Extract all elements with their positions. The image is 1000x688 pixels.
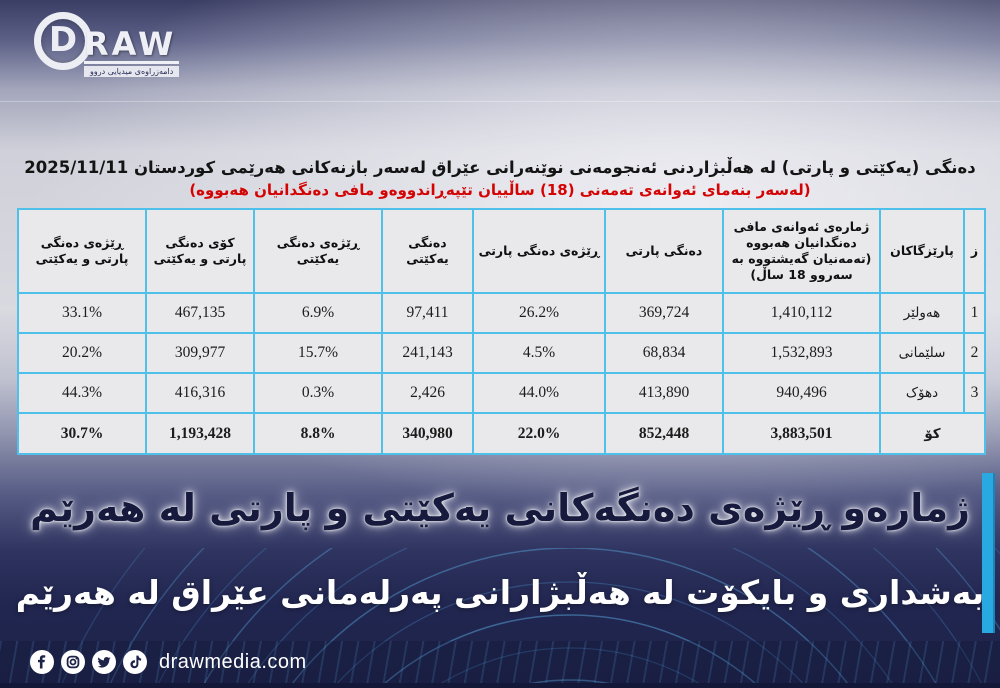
table-cell: 467,135	[145, 292, 255, 334]
banner-headline: ژمارەو ڕێژەی دەنگەکانی یەکێتی و پارتی لە…	[30, 486, 970, 530]
table-cell: 1	[963, 292, 986, 334]
table-cell: 33.1%	[17, 292, 147, 334]
tiktok-icon[interactable]	[123, 650, 147, 674]
title-block: دەنگی (یەکێتی و پارتی) لە هەڵبژاردنی ئەن…	[0, 158, 1000, 199]
table-cell: 2,426	[381, 372, 474, 414]
table-row: 3 دهۆک 940,496 413,890 44.0% 2,426 0.3% …	[17, 372, 986, 414]
logo-circle-icon: D	[34, 12, 92, 70]
page-subtitle: (لەسەر بنەمای ئەوانەی تەمەنی (18) ساڵییا…	[189, 181, 811, 199]
logo-wordmark: RAW دامەزراوەی میدیایی دروو	[84, 28, 180, 77]
column-header: دەنگی یەکێتی	[381, 208, 474, 294]
table-cell: 26.2%	[472, 292, 606, 334]
table-cell: 940,496	[722, 372, 881, 414]
table-cell: 309,977	[145, 332, 255, 374]
column-header: دەنگی پارتی	[604, 208, 724, 294]
votes-table: ز پارێزگاکان ژمارەی ئەوانەی مافی دەنگدان…	[17, 208, 986, 455]
background-hairline	[0, 101, 1000, 102]
table-cell: 44.0%	[472, 372, 606, 414]
table-cell: 241,143	[381, 332, 474, 374]
table-cell: سلێمانی	[879, 332, 965, 374]
column-header: کۆی دەنگی پارتی و یەکێتی	[145, 208, 255, 294]
table-cell: 3,883,501	[722, 412, 881, 455]
table-cell: 0.3%	[253, 372, 383, 414]
social-icons	[30, 650, 147, 674]
table-total-row: کۆ 3,883,501 852,448 22.0% 340,980 8.8% …	[17, 412, 986, 455]
table-cell: 1,532,893	[722, 332, 881, 374]
table-header-row: ز پارێزگاکان ژمارەی ئەوانەی مافی دەنگدان…	[17, 208, 986, 294]
logo-d-letter: D	[48, 20, 78, 60]
table-cell: 2	[963, 332, 986, 374]
table-cell: 340,980	[381, 412, 474, 455]
website-link[interactable]: drawmedia.com	[159, 650, 307, 673]
facebook-icon[interactable]	[30, 650, 54, 674]
page-title: دەنگی (یەکێتی و پارتی) لە هەڵبژاردنی ئەن…	[24, 158, 976, 177]
table-cell: 852,448	[604, 412, 724, 455]
table-cell: 68,834	[604, 332, 724, 374]
column-header: ژمارەی ئەوانەی مافی دەنگدانیان هەبووە (ت…	[722, 208, 881, 294]
draw-logo: D RAW دامەزراوەی میدیایی دروو	[34, 12, 180, 77]
table-cell: دهۆک	[879, 372, 965, 414]
table-cell: 15.7%	[253, 332, 383, 374]
bottom-strip	[0, 683, 1000, 688]
table-cell: 1,410,112	[722, 292, 881, 334]
table-cell: 369,724	[604, 292, 724, 334]
table-cell: 97,411	[381, 292, 474, 334]
table-cell: 413,890	[604, 372, 724, 414]
column-header: ڕێژەی دەنگی پارتی و یەکێتی	[17, 208, 147, 294]
table-cell: کۆ	[879, 412, 986, 455]
table-row: 1 هەولێر 1,410,112 369,724 26.2% 97,411 …	[17, 292, 986, 334]
accent-bar	[982, 473, 995, 633]
table-row: 2 سلێمانی 1,532,893 68,834 4.5% 241,143 …	[17, 332, 986, 374]
column-header: ڕێژەی دەنگی یەکێتی	[253, 208, 383, 294]
table-cell: 44.3%	[17, 372, 147, 414]
table-cell: 4.5%	[472, 332, 606, 374]
table-cell: 6.9%	[253, 292, 383, 334]
banner-subheadline: بەشداری و بایکۆت لە هەڵبژارانی پەرلەمانی…	[15, 573, 985, 612]
table-cell: 416,316	[145, 372, 255, 414]
table-cell: 22.0%	[472, 412, 606, 455]
instagram-icon[interactable]	[61, 650, 85, 674]
column-header: پارێزگاکان	[879, 208, 965, 294]
table-cell: 20.2%	[17, 332, 147, 374]
table-cell: 30.7%	[17, 412, 147, 455]
logo-tagline: دامەزراوەی میدیایی دروو	[84, 66, 180, 77]
table-cell: 3	[963, 372, 986, 414]
table-cell: 8.8%	[253, 412, 383, 455]
footer-bar: drawmedia.com	[0, 641, 1000, 683]
table-cell: هەولێر	[879, 292, 965, 334]
table-cell: 1,193,428	[145, 412, 255, 455]
column-header: ڕێژەی دەنگی پارتی	[472, 208, 606, 294]
logo-raw-text: RAW	[84, 28, 180, 64]
column-header: ز	[963, 208, 986, 294]
twitter-icon[interactable]	[92, 650, 116, 674]
